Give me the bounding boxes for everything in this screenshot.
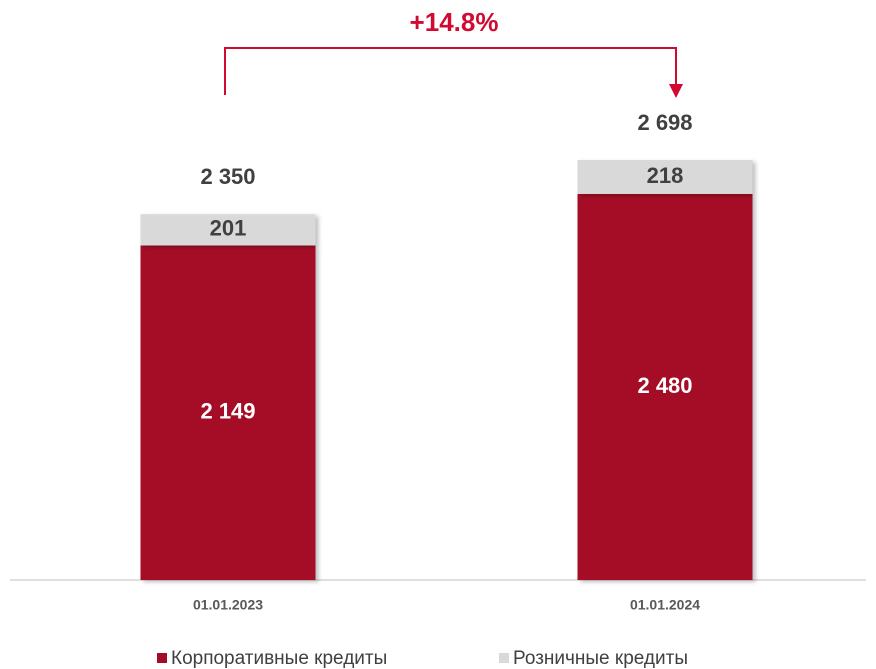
arrow-head xyxy=(669,84,683,98)
value-label: 218 xyxy=(647,163,684,188)
value-label: 2 480 xyxy=(637,373,692,398)
bar-segment xyxy=(140,214,316,246)
bar-segment xyxy=(577,160,753,194)
value-label: 2 149 xyxy=(200,399,255,424)
value-label: 201 xyxy=(210,216,247,241)
bar-segment xyxy=(577,193,753,580)
x-tick-label: 01.01.2023 xyxy=(193,597,263,613)
legend-swatch xyxy=(157,653,167,663)
x-tick-label: 01.01.2024 xyxy=(630,597,700,613)
total-label: 2 350 xyxy=(200,164,255,189)
bar-segment xyxy=(140,245,316,580)
legend-label: Розничные кредиты xyxy=(513,648,688,669)
total-label: 2 698 xyxy=(637,110,692,135)
growth-arrow xyxy=(224,47,677,95)
legend-swatch xyxy=(499,653,509,663)
legend-label: Корпоративные кредиты xyxy=(171,648,387,669)
growth-annotation: +14.8% xyxy=(410,7,499,37)
